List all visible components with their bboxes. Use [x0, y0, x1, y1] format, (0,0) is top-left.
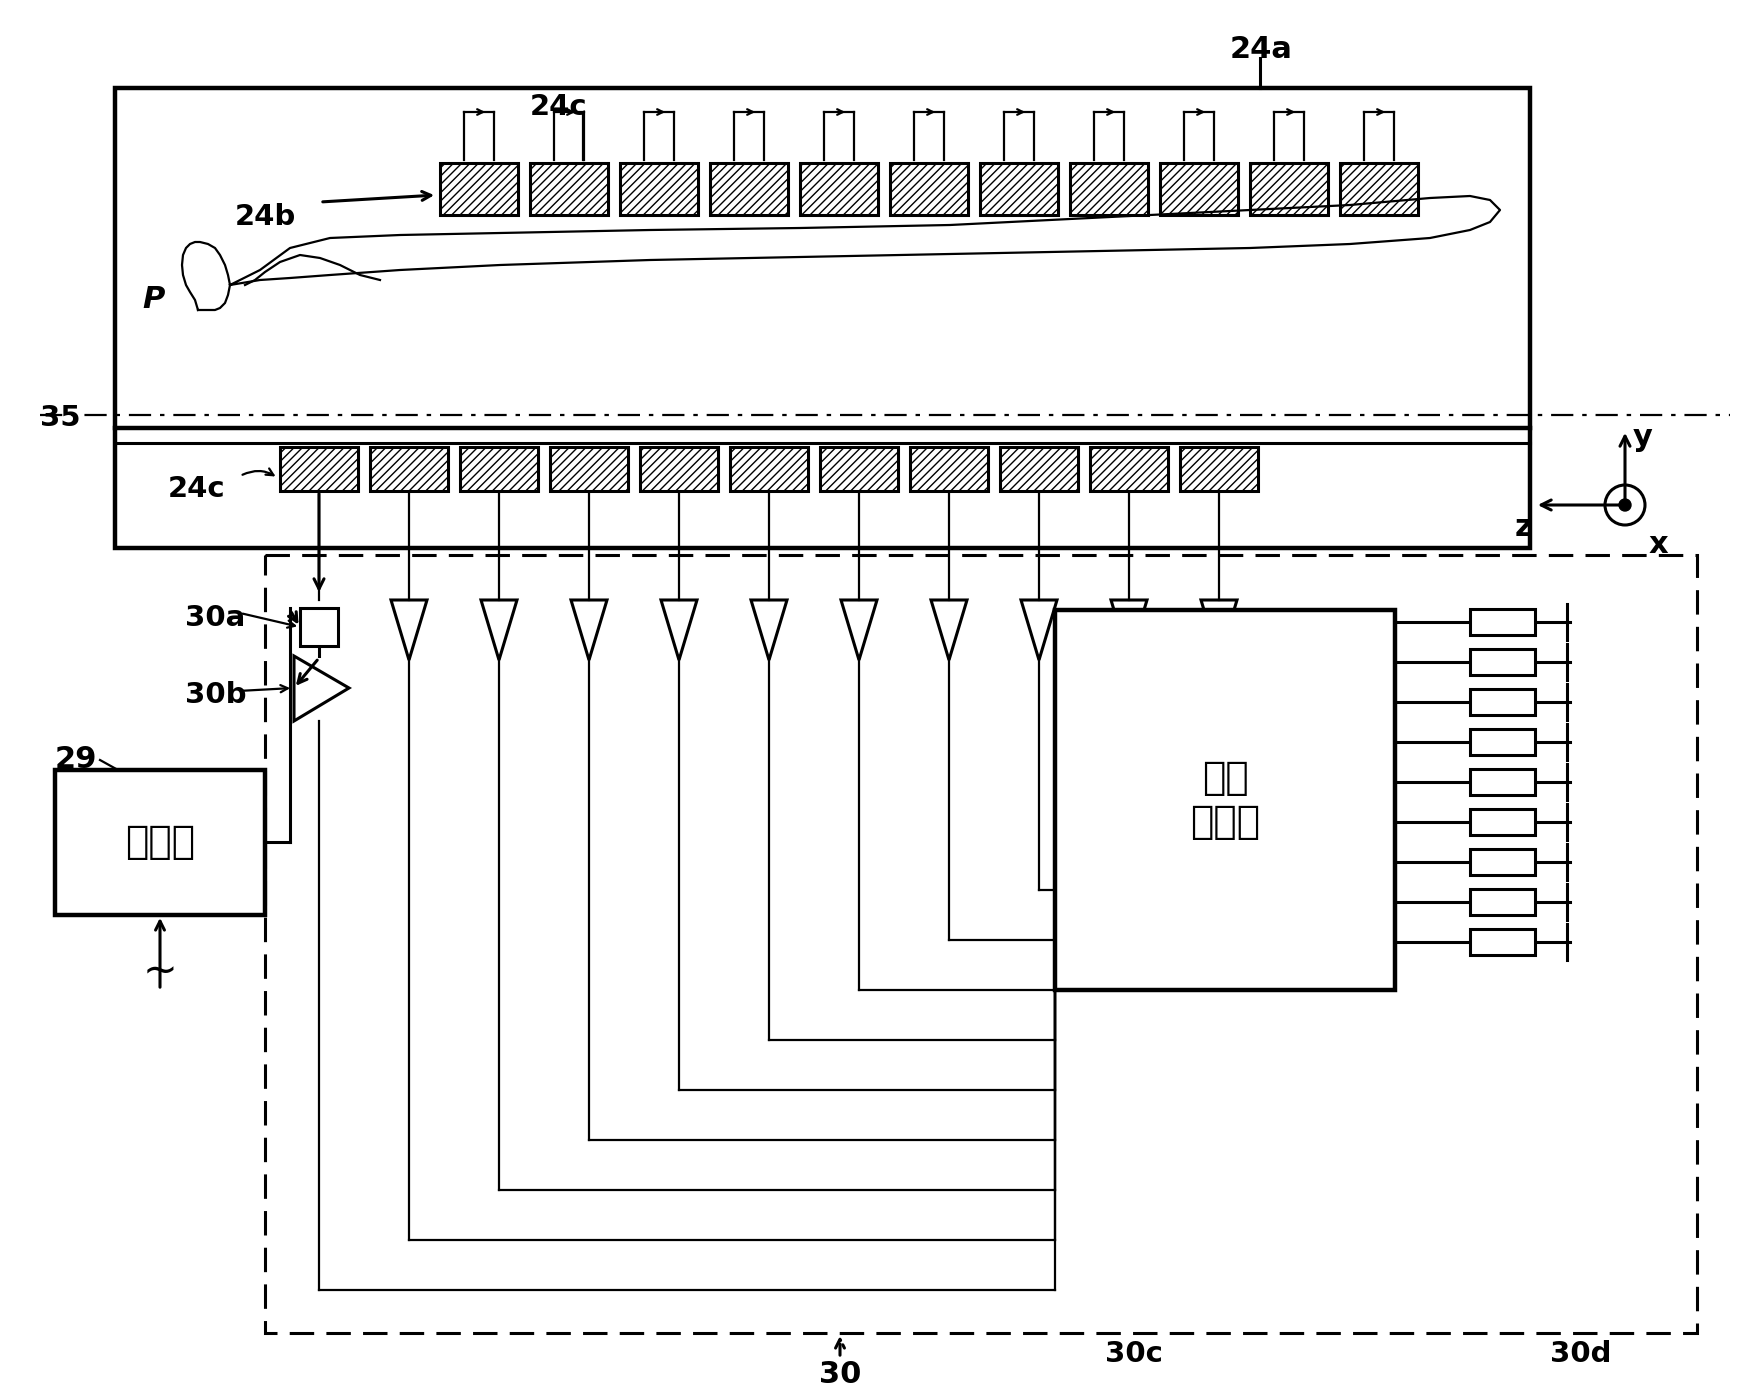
Text: 24a: 24a — [1230, 35, 1293, 64]
Bar — [1054, 610, 1395, 990]
Bar — [531, 163, 608, 215]
Bar — [1000, 447, 1079, 490]
Text: 24b: 24b — [235, 203, 297, 231]
Bar — [640, 447, 719, 490]
Bar — [1471, 808, 1536, 835]
Bar — [1471, 770, 1536, 795]
Bar — [439, 163, 518, 215]
Bar — [371, 447, 448, 490]
Text: 30a: 30a — [184, 604, 246, 632]
Text: 发送器: 发送器 — [125, 824, 195, 861]
Text: z: z — [1515, 513, 1532, 542]
Bar — [1471, 608, 1536, 635]
Bar — [1471, 649, 1536, 675]
Bar — [1471, 689, 1536, 715]
Bar — [114, 88, 1530, 549]
Bar — [620, 163, 698, 215]
Text: 30c: 30c — [1105, 1340, 1163, 1368]
Text: 30: 30 — [819, 1360, 861, 1389]
Text: x: x — [1650, 531, 1669, 558]
Bar — [1471, 849, 1536, 875]
Bar — [821, 447, 898, 490]
Bar — [980, 163, 1058, 215]
Text: 30b: 30b — [184, 681, 246, 708]
Bar — [891, 163, 968, 215]
Bar — [54, 770, 265, 915]
Bar — [1181, 447, 1258, 490]
Bar — [710, 163, 787, 215]
Text: 35: 35 — [40, 404, 81, 432]
Bar — [1249, 163, 1328, 215]
Bar — [729, 447, 808, 490]
Bar — [1341, 163, 1418, 215]
Text: 29: 29 — [54, 745, 97, 774]
Bar — [1471, 729, 1536, 756]
Bar — [799, 163, 878, 215]
Bar — [460, 447, 538, 490]
Text: 切换
合成器: 切换 合成器 — [1189, 758, 1260, 840]
Text: 24c: 24c — [169, 475, 225, 503]
Bar — [300, 608, 337, 646]
Text: y: y — [1632, 424, 1653, 451]
Text: P: P — [142, 285, 165, 314]
Bar — [1471, 929, 1536, 956]
Text: 30d: 30d — [1550, 1340, 1611, 1368]
Circle shape — [1618, 499, 1630, 511]
Text: ~: ~ — [142, 950, 177, 992]
Bar — [279, 447, 358, 490]
Bar — [910, 447, 987, 490]
Bar — [265, 556, 1697, 1333]
Bar — [550, 447, 627, 490]
Bar — [1089, 447, 1168, 490]
Bar — [1471, 889, 1536, 915]
Bar — [1070, 163, 1147, 215]
Bar — [1160, 163, 1239, 215]
Text: 24c: 24c — [531, 93, 587, 121]
